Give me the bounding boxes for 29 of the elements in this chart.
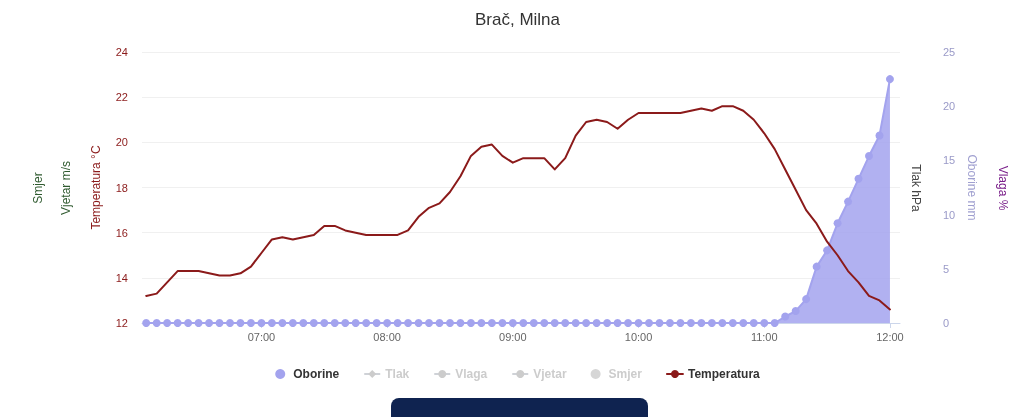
text: Vjetar m/s <box>59 160 73 216</box>
y-tick-label: 16 <box>115 226 128 239</box>
text: Tlak hPa <box>909 164 923 212</box>
x-tick-label: 08:00 <box>373 330 401 343</box>
x-tick-label: 07:00 <box>247 330 276 343</box>
y-axis-title: Temperatura °C <box>89 145 103 230</box>
x-tick-label: 09:00 <box>499 330 527 343</box>
y2-tick-label: 0 <box>943 317 950 329</box>
y-tick-label: 20 <box>115 136 128 149</box>
y2-tick-label: 20 <box>943 100 956 113</box>
line-series <box>145 105 891 311</box>
y-tick-label: 12 <box>115 317 128 329</box>
text: Smjer <box>31 172 45 204</box>
y-tick-label: 22 <box>115 91 128 104</box>
y2-tick-label: 5 <box>943 262 950 275</box>
y2-tick-label: 10 <box>943 208 956 221</box>
legend-label: Temperatura <box>687 367 761 381</box>
text: Vlaga % <box>996 165 1010 211</box>
y2-axis-title: Oborine mm <box>965 154 980 221</box>
y2-tick-label: 25 <box>943 46 956 58</box>
chart-title: Brač, Milna <box>474 10 561 29</box>
x-tick-label: 11:00 <box>750 330 778 343</box>
x-tick-label: 12:00 <box>876 330 904 343</box>
y-tick-label: 24 <box>115 46 128 58</box>
y2-tick-label: 15 <box>943 154 956 167</box>
x-tick-label: 10:00 <box>624 330 653 343</box>
y-tick-label: 18 <box>115 181 128 194</box>
legend-label: Oborine <box>293 367 340 381</box>
y-tick-label: 14 <box>115 271 128 284</box>
